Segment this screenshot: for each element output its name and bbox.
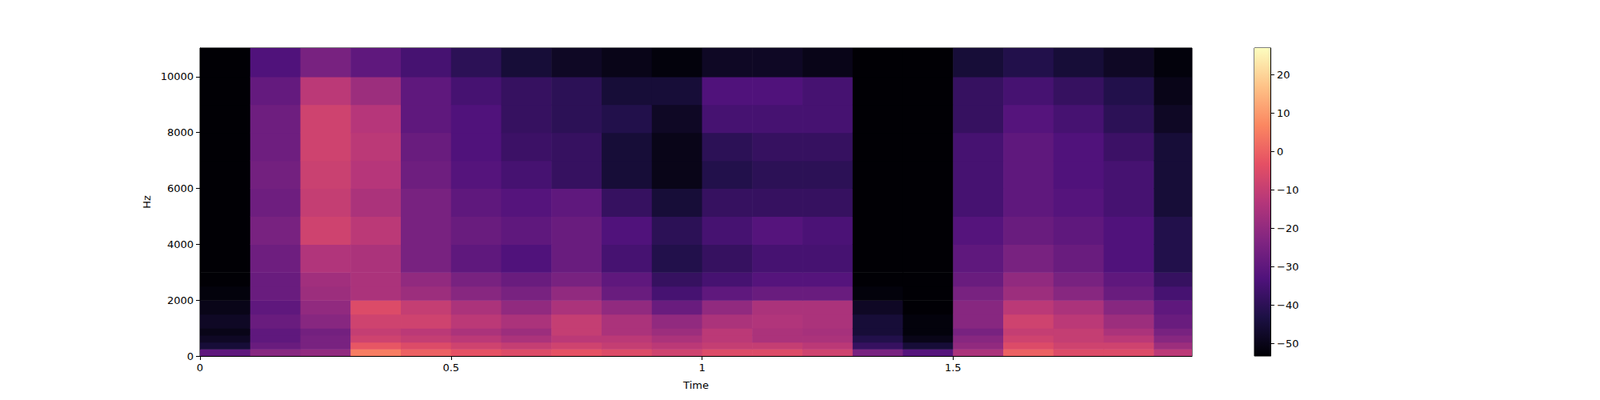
svg-text:−30: −30 — [1276, 260, 1299, 273]
svg-text:6000: 6000 — [167, 182, 194, 195]
svg-text:−50: −50 — [1276, 337, 1299, 350]
svg-text:Hz: Hz — [140, 195, 153, 209]
svg-text:0: 0 — [1276, 145, 1284, 158]
svg-text:−40: −40 — [1276, 299, 1299, 312]
svg-text:1.5: 1.5 — [944, 361, 962, 374]
svg-text:0: 0 — [196, 361, 204, 374]
svg-text:10000: 10000 — [160, 70, 194, 83]
svg-text:−20: −20 — [1276, 222, 1299, 235]
svg-text:2000: 2000 — [167, 294, 194, 307]
svg-text:Time: Time — [682, 379, 709, 392]
svg-text:−10: −10 — [1276, 184, 1299, 196]
svg-text:8000: 8000 — [167, 126, 194, 139]
svg-text:1: 1 — [698, 361, 705, 374]
svg-text:4000: 4000 — [167, 238, 194, 251]
svg-text:20: 20 — [1276, 68, 1291, 81]
svg-text:10: 10 — [1276, 107, 1291, 120]
svg-text:0: 0 — [187, 350, 194, 363]
svg-text:0.5: 0.5 — [442, 361, 460, 374]
